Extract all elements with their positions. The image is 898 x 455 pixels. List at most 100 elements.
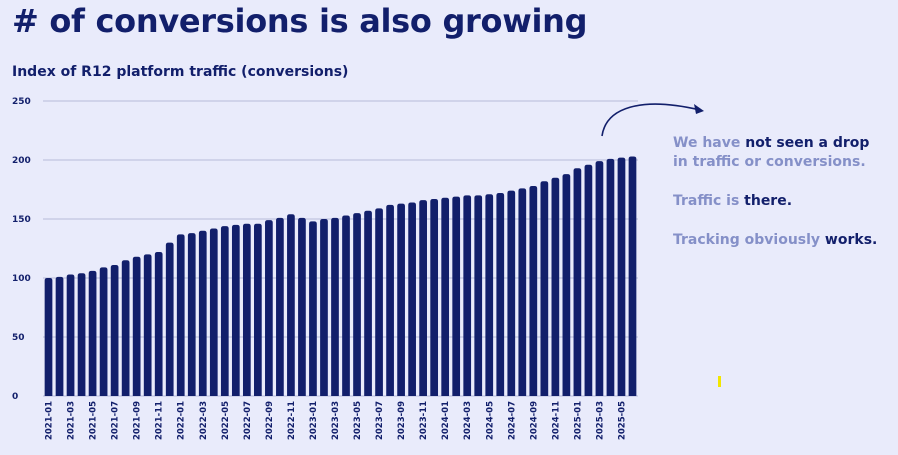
y-tick-label: 150 [12,215,31,225]
cursor-marker [718,376,721,387]
bar-2021-01 [44,278,53,396]
x-tick-label: 2021-01 [45,401,55,440]
bar-2023-12 [430,198,439,396]
bar-2022-09 [265,220,273,396]
bar-2024-09 [529,185,538,396]
x-tick-label: 2023-03 [331,401,341,440]
bar-2024-10 [540,181,549,396]
note-emphasis: not seen a drop [745,135,870,151]
bar-2022-08 [254,223,262,396]
x-tick-label: 2025-05 [617,401,627,440]
x-tick-label: 2024-01 [441,401,451,440]
x-tick-label: 2025-01 [573,401,583,440]
bar-2021-08 [121,260,130,396]
bar-2021-11 [154,252,163,396]
bar-2023-05 [353,213,361,396]
bar-2024-04 [474,195,483,396]
bar-2024-03 [463,195,472,396]
bar-2022-05 [220,226,229,396]
x-tick-label: 2024-09 [529,401,539,440]
gridlines [43,100,638,397]
bar-2021-12 [165,242,174,396]
arrowhead-icon [694,104,704,114]
bar-2024-02 [452,196,461,396]
x-tick-label: 2023-09 [397,401,407,440]
bar-2025-06 [628,156,637,396]
x-tick-label: 2022-07 [243,401,253,440]
note-emphasis: there. [744,193,793,209]
bar-2024-01 [441,197,450,396]
bar-2021-09 [132,256,141,396]
x-tick-label: 2024-03 [463,401,473,440]
x-tick-label: 2022-03 [199,401,209,440]
bar-2023-06 [364,210,372,396]
x-axis-ticks: 2021-01 2021-03 2021-05 2021-07 2021-09 2021-… [45,401,628,440]
y-tick-label: 250 [12,97,31,107]
note-traffic: Traffic is there. [673,192,893,211]
bar-2021-02 [55,276,64,396]
bar-2023-02 [320,219,328,396]
x-tick-label: 2024-07 [507,401,517,440]
x-tick-label: 2021-05 [89,401,99,440]
bar-2022-12 [298,217,306,396]
x-tick-label: 2023-01 [309,401,319,440]
note-text: Tracking obviously [673,232,825,248]
x-tick-label: 2025-03 [595,401,605,440]
y-tick-label: 100 [12,274,31,284]
curved-arrow-icon [601,103,701,137]
bar-2021-05 [88,270,97,396]
bar-2022-01 [176,234,185,396]
note-text: in traffic or conversions. [673,154,866,170]
x-tick-label: 2023-07 [375,401,385,440]
bar-2024-08 [518,188,527,396]
bar-2024-05 [485,194,494,396]
y-tick-label: 0 [12,392,18,402]
x-tick-label: 2021-03 [67,401,77,440]
bar-2025-05 [617,157,626,396]
x-tick-label: 2023-11 [419,401,429,440]
bar-2024-12 [562,174,571,396]
bar-2023-10 [408,202,416,396]
bar-2022-10 [276,217,284,396]
bar-2025-01 [573,168,582,396]
y-tick-label: 200 [12,156,31,166]
bar-2022-11 [287,214,295,396]
x-tick-label: 2021-09 [133,401,143,440]
y-tick-label: 50 [12,333,25,343]
bar-2023-09 [397,203,405,396]
x-tick-label: 2022-09 [265,401,275,440]
bar-2021-06 [99,267,108,396]
bar-2021-03 [66,274,75,396]
bar-2022-03 [198,230,207,396]
bar-2022-04 [209,228,218,396]
x-tick-label: 2024-05 [485,401,495,440]
x-tick-label: 2021-11 [155,401,165,440]
note-text: Traffic is [673,193,745,209]
y-axis-ticks: 0 50 100 150 200 250 [12,97,31,402]
note-text: We have [673,135,746,151]
bar-2021-10 [143,254,152,396]
bar-2022-07 [242,223,251,396]
x-tick-label: 2022-01 [177,401,187,440]
bar-2023-03 [331,217,339,396]
note-no-drop: We have not seen a drop in traffic or co… [673,134,893,172]
bar-2021-04 [77,273,86,396]
bar-2023-08 [386,204,394,396]
bar-2021-07 [110,265,119,396]
bar-2024-11 [551,177,560,396]
bar-2025-04 [606,158,615,396]
bars [44,156,637,396]
bar-2022-06 [231,224,240,396]
bar-2025-03 [595,161,604,396]
bar-2022-02 [187,233,196,396]
bar-2025-02 [584,164,593,396]
bar-2023-01 [309,221,317,396]
page-title: # of conversions is also growing [12,2,588,40]
bar-2023-11 [419,200,427,396]
chart-title: Index of R12 platform traffic (conversio… [12,64,349,80]
x-tick-label: 2022-05 [221,401,231,440]
note-tracking: Tracking obviously works. [673,231,893,250]
bar-2024-07 [507,190,516,396]
bar-2024-06 [496,193,505,396]
